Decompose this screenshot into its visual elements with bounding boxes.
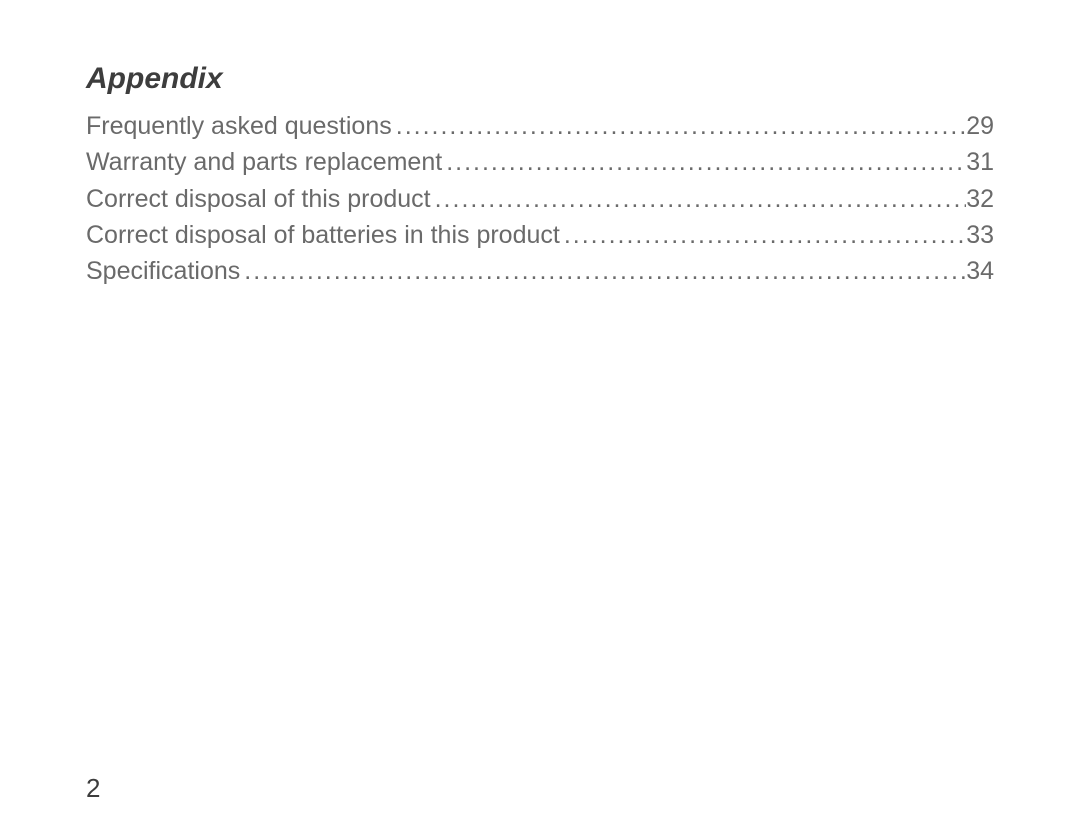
toc-entry-label: Warranty and parts replacement	[86, 144, 442, 180]
toc-entry: Correct disposal of this product 32	[86, 181, 994, 217]
section-title: Appendix	[86, 62, 994, 96]
toc-entry-label: Specifications	[86, 253, 240, 289]
toc-leader-dots	[392, 108, 966, 144]
toc-list: Frequently asked questions 29 Warranty a…	[86, 108, 994, 289]
toc-entry-label: Correct disposal of batteries in this pr…	[86, 217, 560, 253]
toc-leader-dots	[431, 181, 967, 217]
toc-entry: Frequently asked questions 29	[86, 108, 994, 144]
toc-entry: Warranty and parts replacement 31	[86, 144, 994, 180]
toc-entry-page: 33	[966, 217, 994, 253]
toc-entry: Correct disposal of batteries in this pr…	[86, 217, 994, 253]
toc-entry-page: 34	[966, 253, 994, 289]
toc-entry-label: Correct disposal of this product	[86, 181, 431, 217]
toc-entry-page: 32	[966, 181, 994, 217]
toc-leader-dots	[442, 144, 966, 180]
page-number: 2	[86, 773, 100, 804]
toc-entry-page: 29	[966, 108, 994, 144]
toc-entry-page: 31	[966, 144, 994, 180]
toc-entry: Specifications 34	[86, 253, 994, 289]
toc-leader-dots	[240, 253, 966, 289]
toc-entry-label: Frequently asked questions	[86, 108, 392, 144]
toc-leader-dots	[560, 217, 966, 253]
